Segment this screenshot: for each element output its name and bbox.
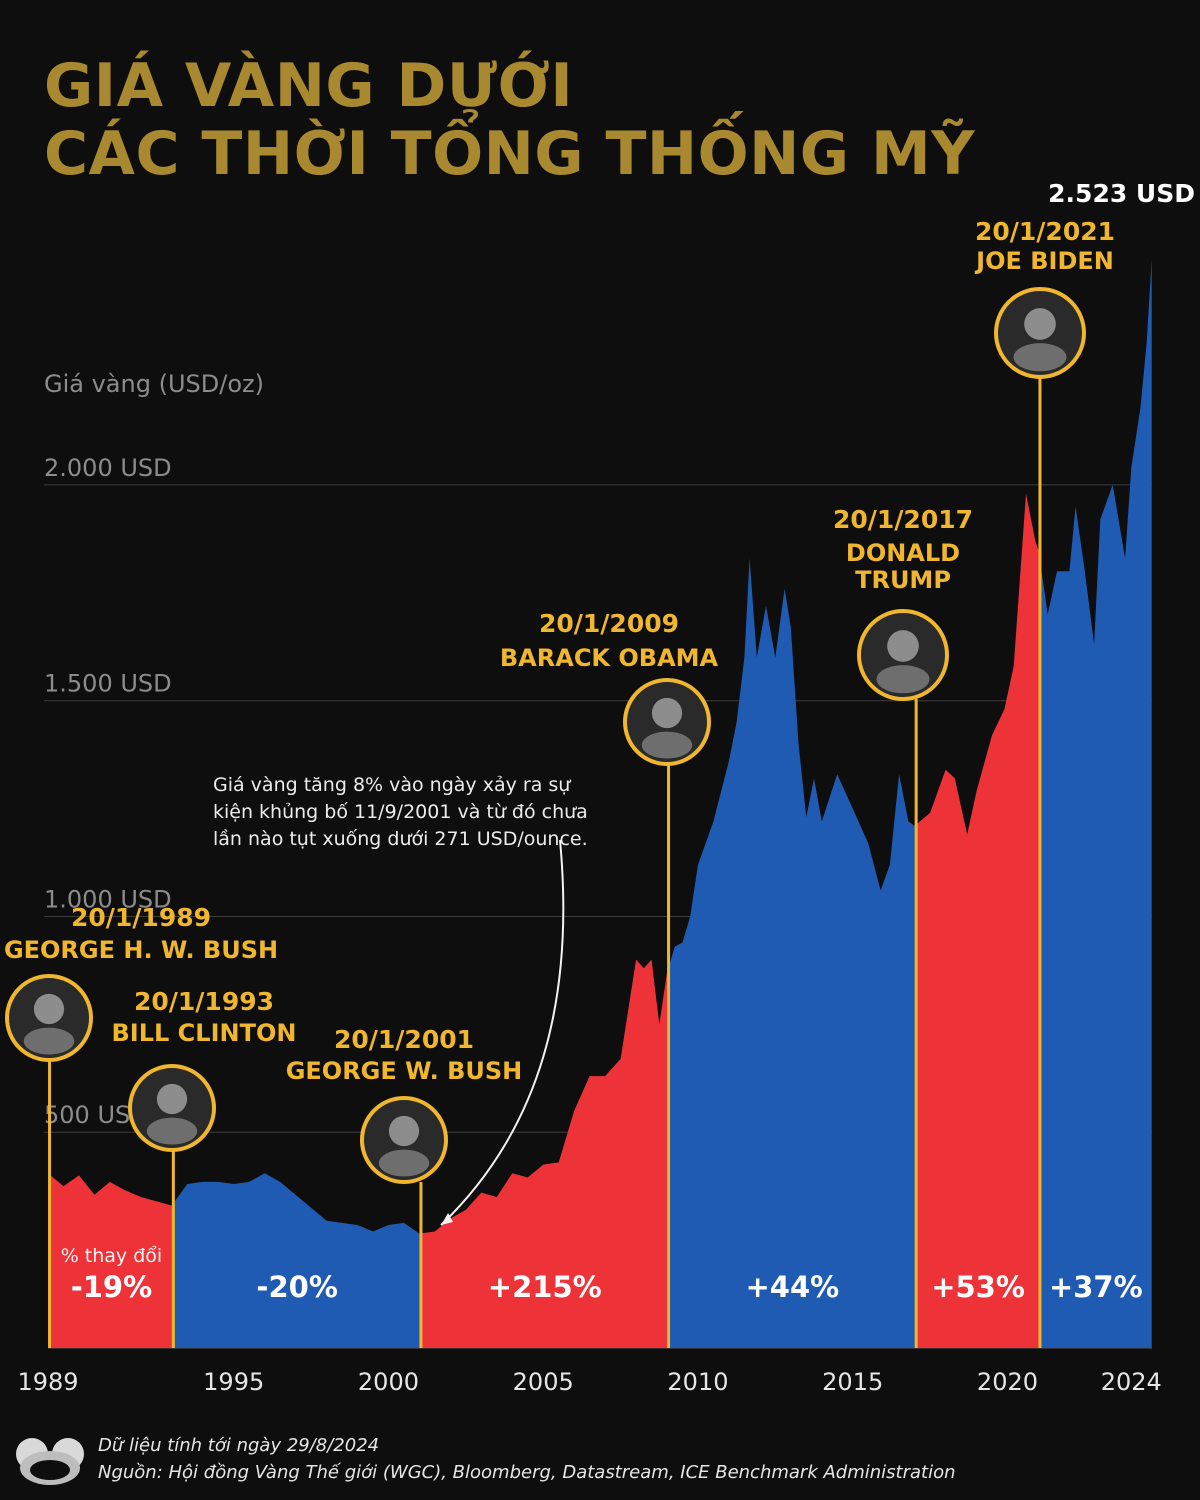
x-tick-label: 2010 xyxy=(667,1368,728,1396)
area-segment-4 xyxy=(668,558,917,1348)
footer: Dữ liệu tính tới ngày 29/8/2024 Nguồn: H… xyxy=(98,1432,956,1486)
term-percent-change: +53% xyxy=(931,1270,1025,1304)
term-percent-change: +37% xyxy=(1049,1270,1143,1304)
last-value-label: 2.523 USD xyxy=(1048,179,1195,208)
x-tick-label: 2024 xyxy=(1101,1368,1162,1396)
area-segment-1 xyxy=(49,1174,174,1348)
president-name: BARACK OBAMA xyxy=(500,644,719,672)
y-axis-title: Giá vàng (USD/oz) xyxy=(44,370,264,398)
inauguration-date: 20/1/1989 xyxy=(71,903,211,932)
president-name: TRUMP xyxy=(855,566,951,594)
inauguration-date: 20/1/2017 xyxy=(833,505,973,534)
term-percent-change: +44% xyxy=(745,1270,839,1304)
inauguration-date: 20/1/2009 xyxy=(539,609,679,638)
y-tick-label: 1.500 USD xyxy=(44,670,172,698)
y-tick-label: 2.000 USD xyxy=(44,454,172,482)
annotation-arrow xyxy=(440,839,565,1226)
portrait-head-icon xyxy=(887,630,919,662)
term-percent-change: +215% xyxy=(488,1270,602,1304)
area-segment-5 xyxy=(916,493,1040,1349)
portrait-shoulders-icon xyxy=(146,1117,198,1145)
term-percent-change: -19% xyxy=(71,1270,152,1304)
portrait-shoulders-icon xyxy=(876,665,930,694)
president-name: DONALD xyxy=(846,539,960,567)
inauguration-date: 20/1/2021 xyxy=(975,217,1115,246)
portrait-shoulders-icon xyxy=(23,1027,75,1055)
inauguration-date: 20/1/1993 xyxy=(134,987,274,1016)
portrait-head-icon xyxy=(388,1115,420,1147)
logo-icon xyxy=(16,1438,84,1485)
title-line-2: CÁC THỜI TỔNG THỐNG MỸ xyxy=(44,119,976,189)
president-name: BILL CLINTON xyxy=(112,1019,297,1047)
president-name: GEORGE H. W. BUSH xyxy=(4,936,278,964)
x-tick-label: 1995 xyxy=(203,1368,264,1396)
x-tick-label: 2005 xyxy=(513,1368,574,1396)
portrait-shoulders-icon xyxy=(378,1149,430,1177)
inauguration-date: 20/1/2001 xyxy=(334,1025,474,1054)
portrait-head-icon xyxy=(156,1083,188,1115)
source-note: Nguồn: Hội đồng Vàng Thế giới (WGC), Blo… xyxy=(98,1462,956,1483)
annotation-note: Giá vàng tăng 8% vào ngày xảy ra sự kiện… xyxy=(213,774,588,850)
data-date-note: Dữ liệu tính tới ngày 29/8/2024 xyxy=(98,1435,380,1456)
portrait-shoulders-icon xyxy=(641,731,693,759)
area-segment-6 xyxy=(1040,259,1152,1349)
portrait-head-icon xyxy=(1024,308,1056,340)
area-segment-2 xyxy=(173,1173,421,1348)
president-name: GEORGE W. BUSH xyxy=(286,1057,523,1085)
y-tick-label: 1.000 USD xyxy=(44,885,172,913)
x-tick-label: 1989 xyxy=(17,1368,78,1396)
portrait-head-icon xyxy=(33,993,65,1025)
annotation-arrowhead xyxy=(441,1213,454,1226)
portrait-head-icon xyxy=(651,697,683,729)
x-tick-label: 2000 xyxy=(358,1368,419,1396)
title-line-1: GIÁ VÀNG DƯỚI xyxy=(44,51,574,121)
x-tick-label: 2015 xyxy=(822,1368,883,1396)
portrait-shoulders-icon xyxy=(1013,343,1067,372)
president-name: JOE BIDEN xyxy=(974,247,1114,275)
term-percent-change: -20% xyxy=(256,1270,337,1304)
area-segment-3 xyxy=(421,959,669,1348)
change-caption: % thay đổi xyxy=(61,1245,162,1267)
page-title: GIÁ VÀNG DƯỚI CÁC THỜI TỔNG THỐNG MỸ xyxy=(44,52,975,188)
x-tick-label: 2020 xyxy=(977,1368,1038,1396)
